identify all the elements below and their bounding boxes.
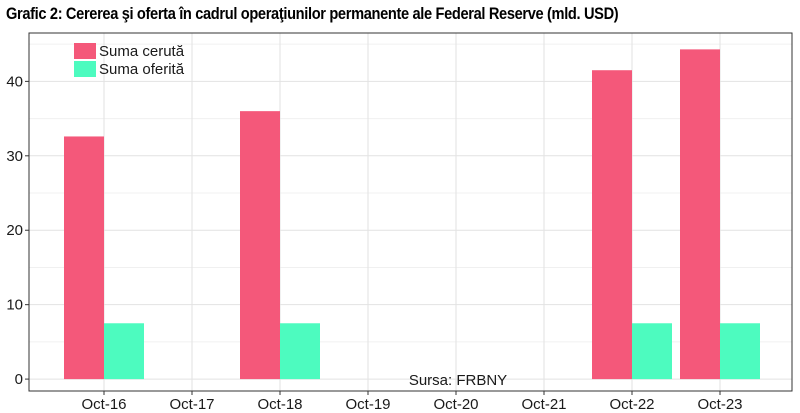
x-tick-label: Oct-23: [697, 396, 742, 413]
bar-offered-oct-22: [632, 323, 672, 380]
bars: [64, 49, 760, 380]
y-tick-label: 10: [6, 297, 23, 314]
chart-title: Grafic 2: Cererea şi oferta în cadrul op…: [6, 4, 619, 23]
x-tick-label: Oct-17: [169, 396, 214, 413]
x-tick-label: Oct-20: [433, 396, 478, 413]
legend-swatch: [74, 61, 96, 77]
y-axis: 0 10 20 30 40: [6, 73, 29, 388]
y-tick-label: 40: [6, 73, 23, 90]
legend-label: Suma cerută: [99, 43, 185, 60]
bar-offered-oct-23: [720, 323, 760, 380]
legend-label: Suma oferită: [99, 61, 185, 78]
bar-requested-oct-18: [240, 111, 280, 380]
x-tick-label: Oct-18: [257, 396, 302, 413]
x-tick-label: Oct-19: [345, 396, 390, 413]
y-tick-label: 20: [6, 222, 23, 239]
bar-offered-oct-16: [104, 323, 144, 380]
bar-requested-oct-23: [680, 49, 720, 380]
bar-offered-oct-18: [280, 323, 320, 380]
bar-requested-oct-16: [64, 136, 104, 380]
x-tick-label: Oct-16: [81, 396, 126, 413]
x-axis: Oct-16 Oct-17 Oct-18 Oct-19 Oct-20 Oct-21 Oct-…: [81, 391, 743, 413]
bar-requested-oct-22: [592, 70, 632, 380]
y-tick-label: 30: [6, 148, 23, 165]
legend-swatch: [74, 43, 96, 59]
y-tick-label: 0: [15, 371, 23, 388]
plot-border: [28, 32, 793, 392]
x-tick-label: Oct-22: [609, 396, 654, 413]
source-annotation: Sursa: FRBNY: [409, 372, 507, 389]
x-tick-label: Oct-21: [521, 396, 566, 413]
